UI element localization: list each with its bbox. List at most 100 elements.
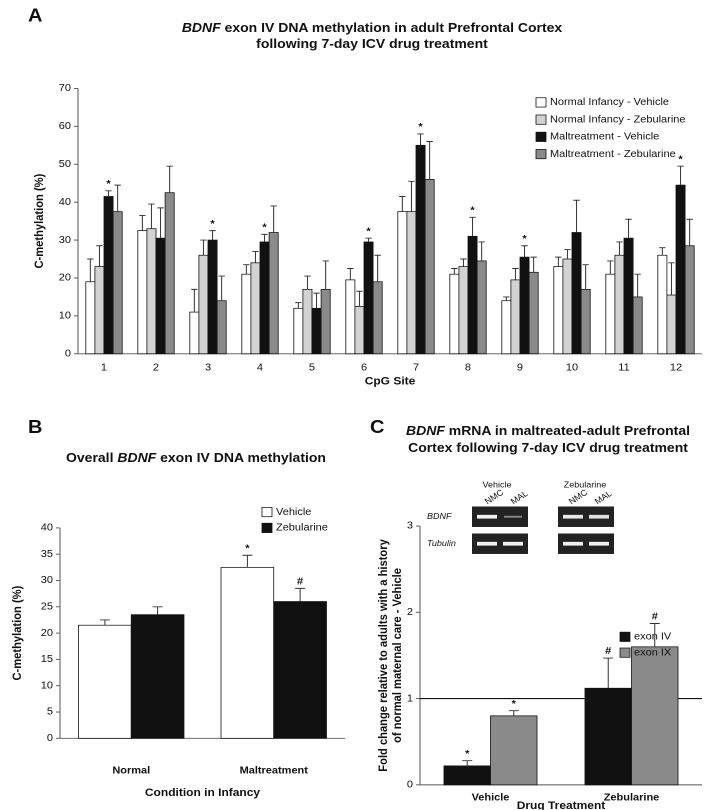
gel-group: Vehicle — [483, 480, 512, 490]
x-tick-label: 9 — [517, 362, 523, 374]
error-bar — [322, 260, 329, 290]
error-bar — [295, 302, 302, 309]
legend-label: Normal Infancy - Vehicle — [550, 96, 669, 108]
significance-marker: * — [470, 205, 475, 217]
legend-label: exon IV — [634, 631, 672, 643]
bar — [476, 260, 487, 355]
legend-swatch — [535, 131, 547, 142]
x-tick-label: 2 — [153, 362, 159, 374]
error-bar — [218, 275, 225, 301]
legend-label: Zebularine — [276, 522, 328, 534]
gel-band — [563, 514, 583, 519]
x-tick-label: 8 — [465, 362, 471, 374]
bar — [584, 687, 632, 786]
bar — [302, 288, 313, 355]
bar — [164, 192, 175, 355]
title-part: BDNF — [182, 20, 222, 34]
bar — [189, 311, 200, 355]
error-bar — [417, 133, 424, 146]
error-bar — [99, 619, 110, 626]
error-bar — [451, 268, 458, 275]
error-bar — [304, 275, 311, 290]
error-bar — [200, 239, 207, 256]
panel-label: A — [28, 6, 42, 26]
error-bar — [573, 199, 580, 233]
error-bar — [261, 233, 268, 242]
bar — [406, 211, 417, 355]
error-bar — [399, 196, 406, 212]
error-bar — [166, 165, 173, 193]
significance-marker: * — [512, 698, 517, 710]
bar — [443, 765, 491, 786]
gel-inset: Vehicle Zebularine NMC MAL NMC MAL BDNF … — [427, 480, 614, 554]
bar — [623, 237, 634, 355]
bar — [130, 614, 185, 739]
error-bar — [462, 760, 473, 766]
bar — [528, 271, 539, 355]
legend-label: Normal Infancy - Zebularine — [550, 114, 686, 126]
error-bar — [139, 214, 146, 231]
gel-image — [472, 506, 528, 527]
x-tick-label: 3 — [205, 362, 211, 374]
title-part: mRNA in maltreated-adult Prefrontal — [449, 423, 690, 437]
bar — [458, 266, 469, 355]
bar — [112, 211, 123, 355]
bar — [449, 273, 460, 355]
gel-image — [558, 533, 614, 554]
legend-swatch — [261, 522, 273, 533]
error-bar — [625, 218, 632, 239]
y-tick-label: 3 — [407, 520, 413, 532]
legend-swatch — [261, 507, 273, 518]
error-bar — [686, 218, 693, 246]
bar — [207, 239, 218, 355]
bar — [311, 307, 322, 355]
legend-swatch — [535, 149, 547, 160]
error-bar — [478, 241, 485, 261]
error-bar — [521, 245, 528, 258]
bar — [614, 254, 625, 355]
bar — [684, 245, 695, 355]
error-bar — [503, 296, 510, 301]
bar — [273, 601, 327, 739]
significance-marker: * — [465, 748, 470, 760]
x-tick-label: Vehicle — [472, 792, 510, 804]
error-bar — [252, 250, 259, 263]
bar — [103, 196, 114, 355]
gel-image — [558, 506, 614, 527]
significance-marker: # — [652, 611, 658, 623]
error-bar — [96, 245, 103, 267]
bar — [137, 230, 148, 355]
y-tick-label: 10 — [59, 310, 71, 322]
y-tick-label: 0 — [47, 732, 53, 744]
y-tick-label: 70 — [59, 82, 71, 94]
y-tick-label: 0 — [65, 348, 71, 360]
gel-group: Zebularine — [564, 480, 607, 490]
bar — [268, 232, 279, 355]
bar — [632, 296, 643, 355]
error-bar — [677, 165, 684, 186]
bar — [467, 235, 478, 355]
y-tick-label: 50 — [59, 158, 71, 170]
bar — [571, 232, 582, 355]
y-tick-label: 30 — [41, 575, 53, 587]
legend-swatch — [535, 97, 547, 108]
title-part: exon IV DNA methylation in adult Prefron… — [225, 20, 563, 34]
error-bar — [148, 203, 155, 229]
y-tick-label: 30 — [59, 234, 71, 246]
error-bar — [555, 256, 562, 267]
error-bar — [157, 207, 164, 239]
x-tick-label: 5 — [309, 362, 315, 374]
bar — [580, 288, 591, 355]
bar — [415, 144, 426, 355]
error-bar — [512, 268, 519, 280]
bar — [519, 256, 530, 355]
gel-band — [477, 541, 497, 546]
x-axis-label: Drug Treatment — [517, 801, 606, 810]
error-bar — [209, 230, 216, 241]
gel-row: Tubulin — [427, 538, 456, 548]
bar — [675, 184, 686, 355]
error-bar — [607, 260, 614, 275]
error-bar — [634, 273, 641, 297]
error-bar — [469, 216, 476, 237]
x-axis-label: Condition in Infancy — [145, 788, 261, 800]
